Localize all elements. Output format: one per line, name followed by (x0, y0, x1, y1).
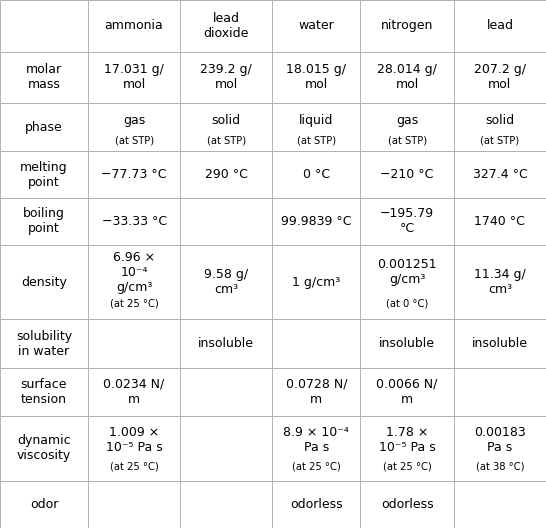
Text: 18.015 g/
mol: 18.015 g/ mol (287, 63, 346, 91)
Text: (at 25 °C): (at 25 °C) (110, 462, 158, 472)
Text: 28.014 g/
mol: 28.014 g/ mol (377, 63, 437, 91)
Text: −33.33 °C: −33.33 °C (102, 215, 167, 228)
Text: (at 25 °C): (at 25 °C) (292, 462, 341, 472)
Text: 0 °C: 0 °C (303, 168, 330, 181)
Text: ammonia: ammonia (105, 20, 163, 32)
Text: solid: solid (485, 115, 514, 127)
Text: 327.4 °C: 327.4 °C (472, 168, 527, 181)
Text: 1.78 ×
10⁻⁵ Pa s: 1.78 × 10⁻⁵ Pa s (379, 426, 436, 454)
Text: water: water (299, 20, 334, 32)
Text: gas: gas (396, 115, 418, 127)
Text: nitrogen: nitrogen (381, 20, 434, 32)
Text: 0.0066 N/
m: 0.0066 N/ m (376, 378, 438, 406)
Text: (at STP): (at STP) (115, 136, 153, 146)
Text: odorless: odorless (290, 498, 343, 511)
Text: 17.031 g/
mol: 17.031 g/ mol (104, 63, 164, 91)
Text: insoluble: insoluble (379, 337, 435, 350)
Text: gas: gas (123, 115, 145, 127)
Text: −77.73 °C: −77.73 °C (102, 168, 167, 181)
Text: (at STP): (at STP) (297, 136, 336, 146)
Text: 239.2 g/
mol: 239.2 g/ mol (200, 63, 252, 91)
Text: phase: phase (25, 121, 63, 134)
Text: (at STP): (at STP) (207, 136, 246, 146)
Text: insoluble: insoluble (472, 337, 528, 350)
Text: 9.58 g/
cm³: 9.58 g/ cm³ (204, 268, 248, 296)
Text: (at 38 °C): (at 38 °C) (476, 462, 524, 472)
Text: 290 °C: 290 °C (205, 168, 248, 181)
Text: (at 0 °C): (at 0 °C) (386, 298, 428, 308)
Text: −195.79
°C: −195.79 °C (380, 207, 434, 235)
Text: molar
mass: molar mass (26, 63, 62, 91)
Text: boiling
point: boiling point (23, 207, 65, 235)
Text: lead: lead (486, 20, 513, 32)
Text: 1740 °C: 1740 °C (474, 215, 525, 228)
Text: density: density (21, 276, 67, 288)
Text: solid: solid (212, 115, 241, 127)
Text: 11.34 g/
cm³: 11.34 g/ cm³ (474, 268, 526, 296)
Text: liquid: liquid (299, 115, 334, 127)
Text: 8.9 × 10⁻⁴
Pa s: 8.9 × 10⁻⁴ Pa s (283, 426, 349, 454)
Text: (at STP): (at STP) (388, 136, 426, 146)
Text: 1.009 ×
10⁻⁵ Pa s: 1.009 × 10⁻⁵ Pa s (106, 426, 163, 454)
Text: (at 25 °C): (at 25 °C) (383, 462, 431, 472)
Text: lead
dioxide: lead dioxide (204, 12, 249, 40)
Text: 6.96 ×
10⁻⁴
g/cm³: 6.96 × 10⁻⁴ g/cm³ (113, 251, 155, 294)
Text: surface
tension: surface tension (21, 378, 67, 406)
Text: 0.0234 N/
m: 0.0234 N/ m (104, 378, 165, 406)
Text: melting
point: melting point (20, 161, 68, 188)
Text: 0.001251
g/cm³: 0.001251 g/cm³ (377, 258, 437, 286)
Text: 0.0728 N/
m: 0.0728 N/ m (286, 378, 347, 406)
Text: (at STP): (at STP) (480, 136, 519, 146)
Text: −210 °C: −210 °C (381, 168, 434, 181)
Text: odor: odor (30, 498, 58, 511)
Text: 99.9839 °C: 99.9839 °C (281, 215, 352, 228)
Text: 207.2 g/
mol: 207.2 g/ mol (474, 63, 526, 91)
Text: dynamic
viscosity: dynamic viscosity (17, 435, 71, 463)
Text: 1 g/cm³: 1 g/cm³ (292, 276, 341, 288)
Text: (at 25 °C): (at 25 °C) (110, 298, 158, 308)
Text: 0.00183
Pa s: 0.00183 Pa s (474, 426, 526, 454)
Text: odorless: odorless (381, 498, 434, 511)
Text: solubility
in water: solubility in water (16, 329, 72, 357)
Text: insoluble: insoluble (198, 337, 254, 350)
